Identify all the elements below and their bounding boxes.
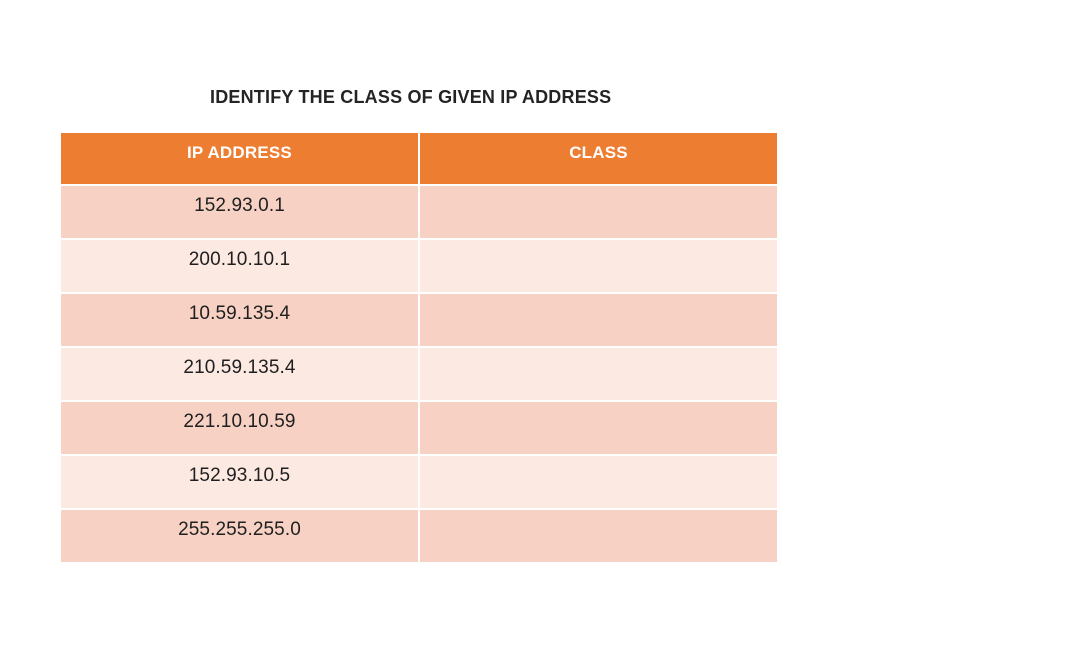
ip-address-cell: 200.10.10.1 bbox=[61, 240, 420, 292]
ip-address-cell: 152.93.0.1 bbox=[61, 186, 420, 238]
ip-address-cell: 210.59.135.4 bbox=[61, 348, 420, 400]
class-cell bbox=[420, 402, 777, 454]
class-cell bbox=[420, 186, 777, 238]
ip-class-table: IP ADDRESS CLASS 152.93.0.1 200.10.10.1 … bbox=[61, 133, 777, 562]
column-header-class: CLASS bbox=[420, 133, 777, 184]
table-row: 200.10.10.1 bbox=[61, 240, 777, 294]
table-row: 152.93.10.5 bbox=[61, 456, 777, 510]
table-row: 255.255.255.0 bbox=[61, 510, 777, 562]
class-cell bbox=[420, 294, 777, 346]
table-row: 152.93.0.1 bbox=[61, 186, 777, 240]
class-cell bbox=[420, 240, 777, 292]
page-title: IDENTIFY THE CLASS OF GIVEN IP ADDRESS bbox=[210, 87, 612, 107]
class-cell bbox=[420, 510, 777, 562]
table-row: 10.59.135.4 bbox=[61, 294, 777, 348]
class-cell bbox=[420, 456, 777, 508]
ip-address-cell: 10.59.135.4 bbox=[61, 294, 420, 346]
table-row: 210.59.135.4 bbox=[61, 348, 777, 402]
ip-address-cell: 221.10.10.59 bbox=[61, 402, 420, 454]
ip-address-cell: 255.255.255.0 bbox=[61, 510, 420, 562]
table-header-row: IP ADDRESS CLASS bbox=[61, 133, 777, 186]
class-cell bbox=[420, 348, 777, 400]
column-header-ip-address: IP ADDRESS bbox=[61, 133, 420, 184]
ip-address-cell: 152.93.10.5 bbox=[61, 456, 420, 508]
table-row: 221.10.10.59 bbox=[61, 402, 777, 456]
